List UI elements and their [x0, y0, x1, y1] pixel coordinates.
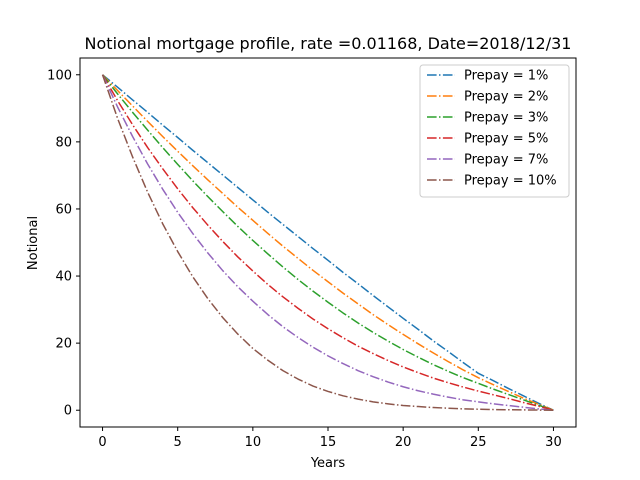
- legend-label-1: Prepay = 1%: [464, 69, 548, 84]
- legend-label-3: Prepay = 3%: [464, 111, 548, 126]
- y-axis: 0 20 40 60 80 100: [47, 68, 80, 419]
- series-layer: [101, 74, 554, 411]
- series-line-6: [101, 74, 554, 411]
- legend: Prepay = 1% Prepay = 2% Prepay = 3% Prepay …: [419, 64, 570, 198]
- series-line-4: [101, 74, 554, 411]
- y-tick-label: 100: [47, 68, 72, 83]
- x-axis-label: Years: [310, 456, 346, 471]
- chart-title: Notional mortgage profile, rate =0.01168…: [85, 34, 572, 53]
- series-line-3: [101, 74, 554, 411]
- series-line-1: [102, 74, 554, 411]
- x-tick-label: 15: [320, 435, 337, 450]
- x-tick-label: 20: [395, 435, 412, 450]
- x-axis: 0 5 10 15 20 25 30: [98, 427, 562, 450]
- y-tick-label: 80: [55, 135, 72, 150]
- legend-label-6: Prepay = 10%: [464, 174, 557, 189]
- y-axis-label: Notional: [26, 216, 41, 270]
- y-tick-label: 40: [55, 270, 72, 285]
- legend-label-2: Prepay = 2%: [464, 90, 548, 105]
- legend-frame: [419, 64, 570, 198]
- legend-label-5: Prepay = 7%: [464, 153, 548, 168]
- y-tick-label: 60: [55, 202, 72, 217]
- x-tick-label: 30: [545, 435, 562, 450]
- x-tick-label: 0: [98, 435, 106, 450]
- legend-label-4: Prepay = 5%: [464, 132, 548, 147]
- series-line-5: [101, 74, 554, 411]
- y-tick-label: 0: [64, 404, 72, 419]
- series-line-2: [102, 74, 554, 411]
- y-tick-label: 20: [55, 337, 72, 352]
- x-tick-label: 25: [470, 435, 487, 450]
- x-tick-label: 10: [245, 435, 262, 450]
- x-tick-label: 5: [174, 435, 182, 450]
